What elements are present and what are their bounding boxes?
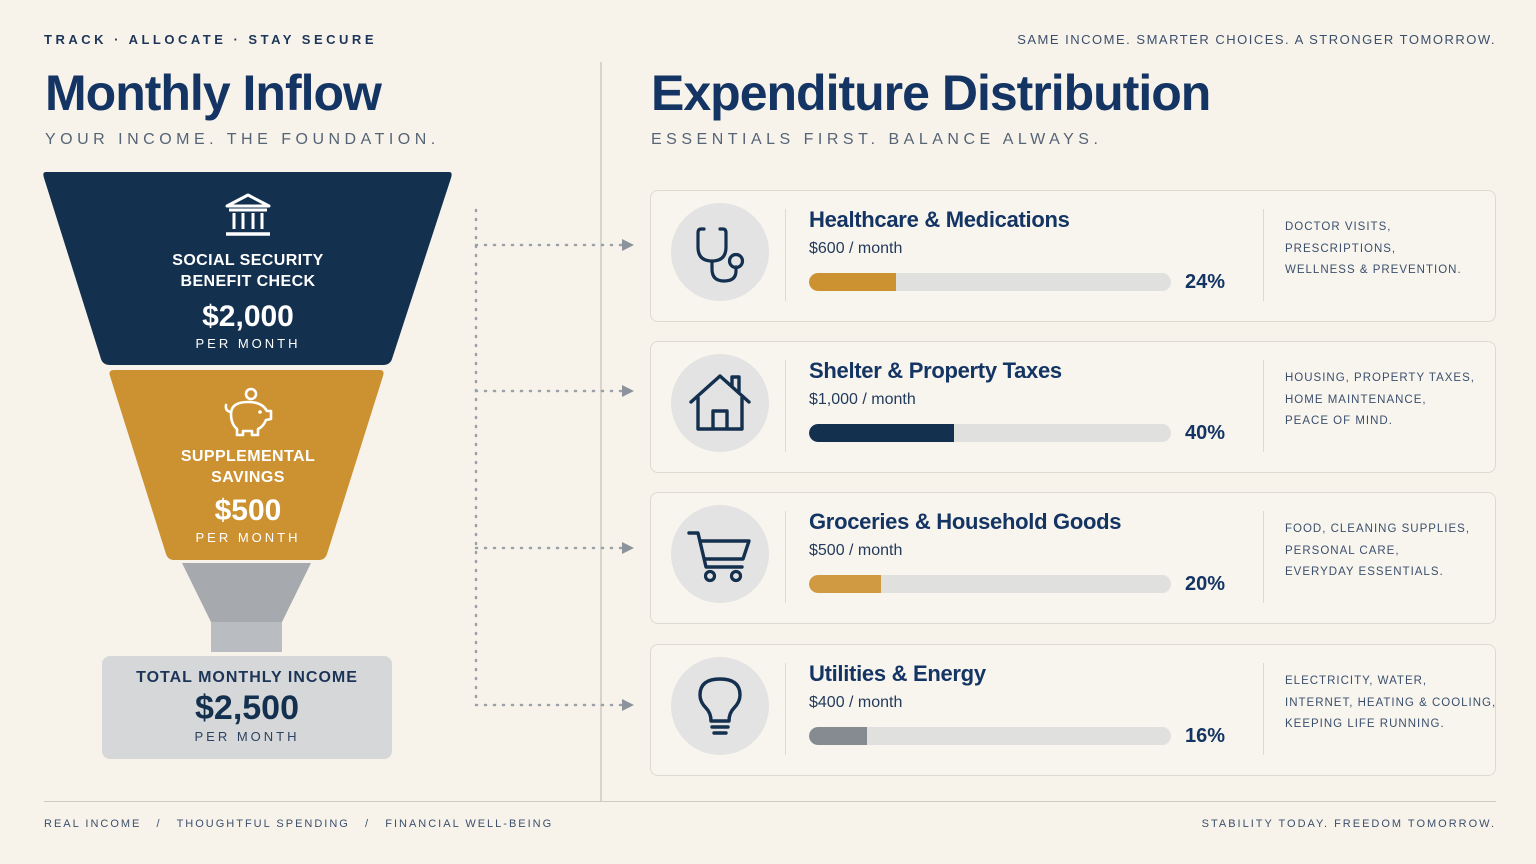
- footer-divider: [44, 801, 1496, 802]
- expenditure-title: Expenditure Distribution: [651, 65, 1211, 121]
- expense-percent: 16%: [1185, 725, 1226, 747]
- expense-progress-bar: [809, 575, 1171, 593]
- expense-description-line: ELECTRICITY, WATER,: [1285, 675, 1428, 687]
- expense-amount: $500 / month: [809, 542, 903, 559]
- expense-card-groceries: Groceries & Household Goods $500 / month…: [650, 492, 1496, 624]
- expense-description-line: PRESCRIPTIONS,: [1285, 242, 1397, 255]
- lightbulb-icon: [698, 677, 742, 735]
- expense-percent: 24%: [1185, 271, 1226, 293]
- income-source-value: $2,000: [202, 300, 294, 333]
- inflow-title: Monthly Inflow: [45, 65, 382, 121]
- income-source-label: SAVINGS: [211, 469, 285, 486]
- shopping-cart-icon: [687, 531, 751, 583]
- expense-description: HOUSING, PROPERTY TAXES, HOME MAINTENANC…: [1285, 368, 1475, 433]
- footer-left: REAL INCOME / THOUGHTFUL SPENDING / FINA…: [44, 818, 554, 830]
- funnel-segment-social-security: [43, 172, 452, 365]
- expense-progress-fill: [809, 575, 882, 593]
- expense-description-line: DOCTOR VISITS,: [1285, 221, 1392, 233]
- expenditure-subtitle: ESSENTIALS FIRST. BALANCE ALWAYS.: [651, 131, 1103, 148]
- column-divider: [600, 62, 602, 802]
- expense-description-line: KEEPING LIFE RUNNING.: [1285, 718, 1445, 730]
- expense-description-line: PERSONAL CARE,: [1285, 544, 1400, 557]
- expense-card-utilities: Utilities & Energy $400 / month 16% ELEC…: [650, 644, 1496, 776]
- income-source-value: $500: [214, 494, 282, 527]
- inflow-subtitle: YOUR INCOME. THE FOUNDATION.: [45, 131, 440, 148]
- total-income-box: TOTAL MONTHLY INCOME $2,500 PER MONTH: [102, 656, 392, 759]
- expense-description-line: WELLNESS & PREVENTION.: [1285, 264, 1462, 276]
- expense-title: Shelter & Property Taxes: [809, 358, 1062, 383]
- expense-percent: 40%: [1185, 422, 1226, 444]
- expense-progress-bar: [809, 273, 1171, 291]
- expense-description: ELECTRICITY, WATER, INTERNET, HEATING & …: [1285, 671, 1496, 736]
- expense-progress-bar: [809, 727, 1171, 745]
- card-separator: [1263, 209, 1264, 301]
- card-separator: [785, 511, 786, 603]
- expense-title: Utilities & Energy: [809, 661, 986, 686]
- icon-circle: [671, 657, 769, 755]
- income-source-label: SUPPLEMENTAL: [180, 448, 316, 465]
- card-separator: [1263, 360, 1264, 452]
- expense-title: Groceries & Household Goods: [809, 509, 1122, 534]
- expense-card-healthcare: Healthcare & Medications $600 / month 24…: [650, 190, 1496, 322]
- expense-amount: $400 / month: [809, 694, 903, 711]
- card-separator: [785, 360, 786, 452]
- expense-description-line: EVERYDAY ESSENTIALS.: [1285, 566, 1444, 578]
- funnel-neck: [211, 622, 282, 652]
- header-tagline-left: TRACK · ALLOCATE · STAY SECURE: [44, 32, 377, 47]
- total-income-period: PER MONTH: [194, 729, 300, 744]
- flow-connectors: [474, 208, 634, 711]
- icon-circle: [671, 505, 769, 603]
- expense-title: Healthcare & Medications: [809, 207, 1070, 232]
- income-source-savings: SUPPLEMENTAL SAVINGS $500 PER MONTH: [128, 386, 368, 545]
- card-separator: [785, 663, 786, 755]
- expense-progress-bar: [809, 424, 1171, 442]
- expense-card-shelter: Shelter & Property Taxes $1,000 / month …: [650, 341, 1496, 473]
- funnel-segment-savings: [109, 370, 384, 560]
- expense-progress-fill: [809, 727, 867, 745]
- expense-description-line: INTERNET, HEATING & COOLING,: [1285, 696, 1497, 709]
- income-source-label: SOCIAL SECURITY: [172, 252, 324, 269]
- expense-description-line: HOUSING, PROPERTY TAXES,: [1285, 372, 1475, 384]
- expense-description: FOOD, CLEANING SUPPLIES, PERSONAL CARE, …: [1285, 519, 1470, 584]
- income-source-label: BENEFIT CHECK: [180, 273, 316, 290]
- card-separator: [1263, 511, 1264, 603]
- income-funnel: [43, 172, 452, 652]
- expense-description: DOCTOR VISITS, PRESCRIPTIONS, WELLNESS &…: [1285, 217, 1462, 282]
- expense-progress-fill: [809, 424, 954, 442]
- card-separator: [1263, 663, 1264, 755]
- footer-right: STABILITY TODAY. FREEDOM TOMORROW.: [1201, 818, 1496, 830]
- expense-percent: 20%: [1185, 573, 1226, 595]
- header-tagline-right: SAME INCOME. SMARTER CHOICES. A STRONGER…: [1017, 32, 1496, 47]
- funnel-spout: [182, 563, 311, 622]
- icon-circle: [671, 203, 769, 301]
- expense-description-line: FOOD, CLEANING SUPPLIES,: [1285, 523, 1471, 535]
- expense-description-line: HOME MAINTENANCE,: [1285, 393, 1427, 406]
- expense-description-line: PEACE OF MIND.: [1285, 415, 1393, 427]
- expense-amount: $600 / month: [809, 240, 903, 257]
- expense-progress-fill: [809, 273, 896, 291]
- income-source-social-security: SOCIAL SECURITY BENEFIT CHECK $2,000 PER…: [128, 192, 368, 351]
- total-income-value: $2,500: [195, 689, 299, 727]
- icon-circle: [671, 354, 769, 452]
- income-source-period: PER MONTH: [195, 530, 301, 545]
- bank-icon: [225, 193, 271, 236]
- income-source-period: PER MONTH: [195, 336, 301, 351]
- card-separator: [785, 209, 786, 301]
- house-icon: [689, 374, 751, 431]
- piggy-bank-icon: [224, 387, 273, 437]
- stethoscope-icon: [696, 227, 745, 283]
- expense-amount: $1,000 / month: [809, 391, 916, 408]
- total-income-label: TOTAL MONTHLY INCOME: [136, 669, 358, 686]
